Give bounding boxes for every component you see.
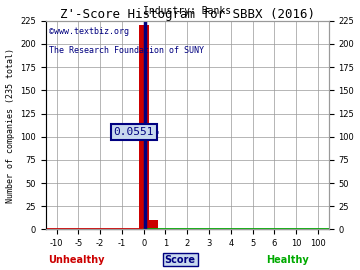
Text: ©www.textbiz.org: ©www.textbiz.org bbox=[49, 27, 129, 36]
Text: Healthy: Healthy bbox=[266, 255, 309, 265]
Bar bbox=[149, 220, 158, 230]
Text: Industry: Banks: Industry: Banks bbox=[143, 5, 231, 16]
Text: Score: Score bbox=[165, 255, 195, 265]
Text: The Research Foundation of SUNY: The Research Foundation of SUNY bbox=[49, 46, 203, 55]
Y-axis label: Number of companies (235 total): Number of companies (235 total) bbox=[5, 48, 14, 202]
Bar bbox=[139, 25, 149, 230]
Text: Unhealthy: Unhealthy bbox=[49, 255, 105, 265]
Title: Z'-Score Histogram for SBBX (2016): Z'-Score Histogram for SBBX (2016) bbox=[60, 8, 315, 21]
Text: 0.0551: 0.0551 bbox=[114, 127, 154, 137]
